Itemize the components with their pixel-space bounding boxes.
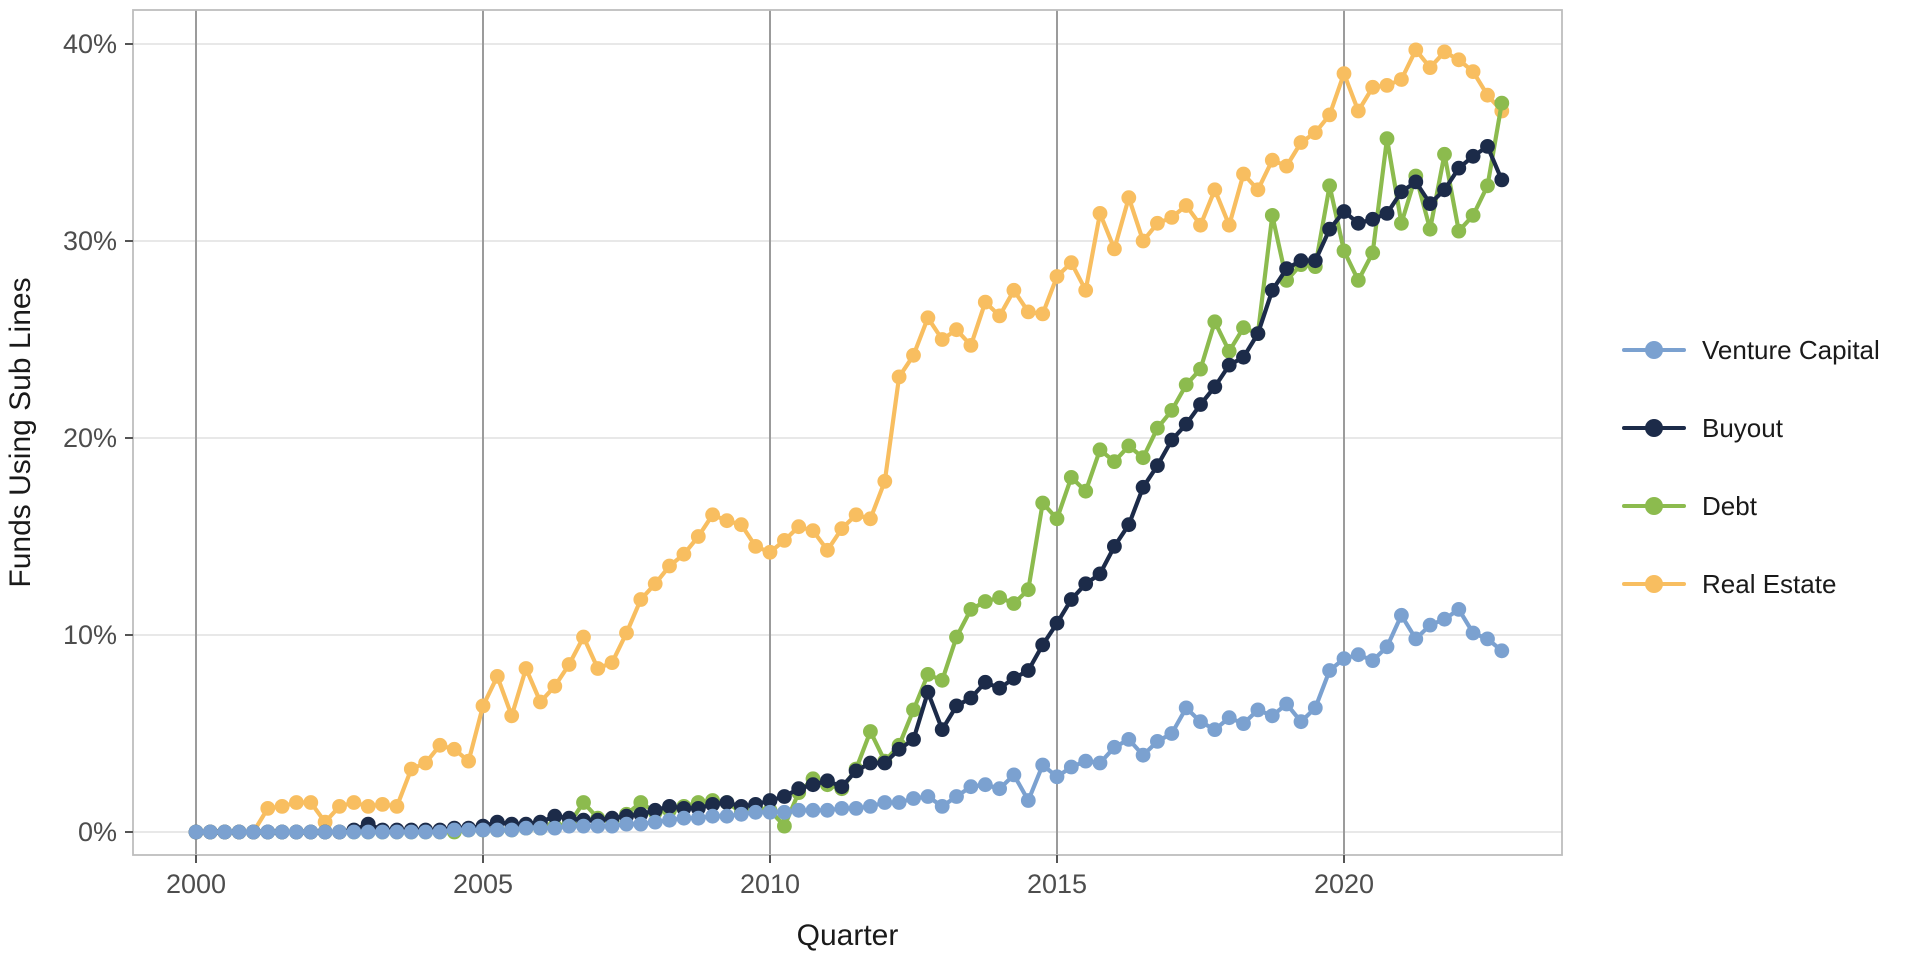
x-tick-label: 2000 bbox=[166, 869, 226, 899]
legend-label: Buyout bbox=[1702, 412, 1783, 443]
y-tick-label: 30% bbox=[63, 226, 117, 256]
legend-item-venture-capital: Venture Capital bbox=[1622, 333, 1880, 367]
y-axis-ticks: 0% 10% 20% 30% 40% bbox=[63, 29, 133, 847]
y-tick-label: 0% bbox=[78, 817, 117, 847]
series-venture-capital bbox=[188, 602, 1510, 840]
x-tick-label: 2020 bbox=[1314, 869, 1374, 899]
x-tick-label: 2015 bbox=[1027, 869, 1087, 899]
y-tick-label: 10% bbox=[63, 620, 117, 650]
y-tick-label: 40% bbox=[63, 29, 117, 59]
legend-item-debt: Debt bbox=[1622, 489, 1880, 523]
legend-item-buyout: Buyout bbox=[1622, 411, 1880, 445]
legend: Venture Capital Buyout Debt Real Estate bbox=[1622, 333, 1880, 601]
legend-marker-icon bbox=[1622, 567, 1686, 601]
x-axis-ticks: 2000 2005 2010 2015 2020 bbox=[166, 855, 1374, 899]
panel-border bbox=[132, 9, 1563, 856]
y-axis-title: Funds Using Sub Lines bbox=[4, 277, 37, 587]
y-tick-label: 20% bbox=[63, 423, 117, 453]
legend-marker-icon bbox=[1622, 411, 1686, 445]
legend-label: Real Estate bbox=[1702, 568, 1837, 599]
x-tick-label: 2005 bbox=[453, 869, 513, 899]
legend-label: Venture Capital bbox=[1702, 334, 1880, 365]
legend-marker-icon bbox=[1622, 333, 1686, 367]
x-tick-label: 2010 bbox=[740, 869, 800, 899]
legend-item-real-estate: Real Estate bbox=[1622, 567, 1880, 601]
legend-label: Debt bbox=[1702, 490, 1757, 521]
x-axis-title: Quarter bbox=[797, 919, 899, 952]
plot-panel bbox=[133, 10, 1562, 855]
legend-marker-icon bbox=[1622, 489, 1686, 523]
